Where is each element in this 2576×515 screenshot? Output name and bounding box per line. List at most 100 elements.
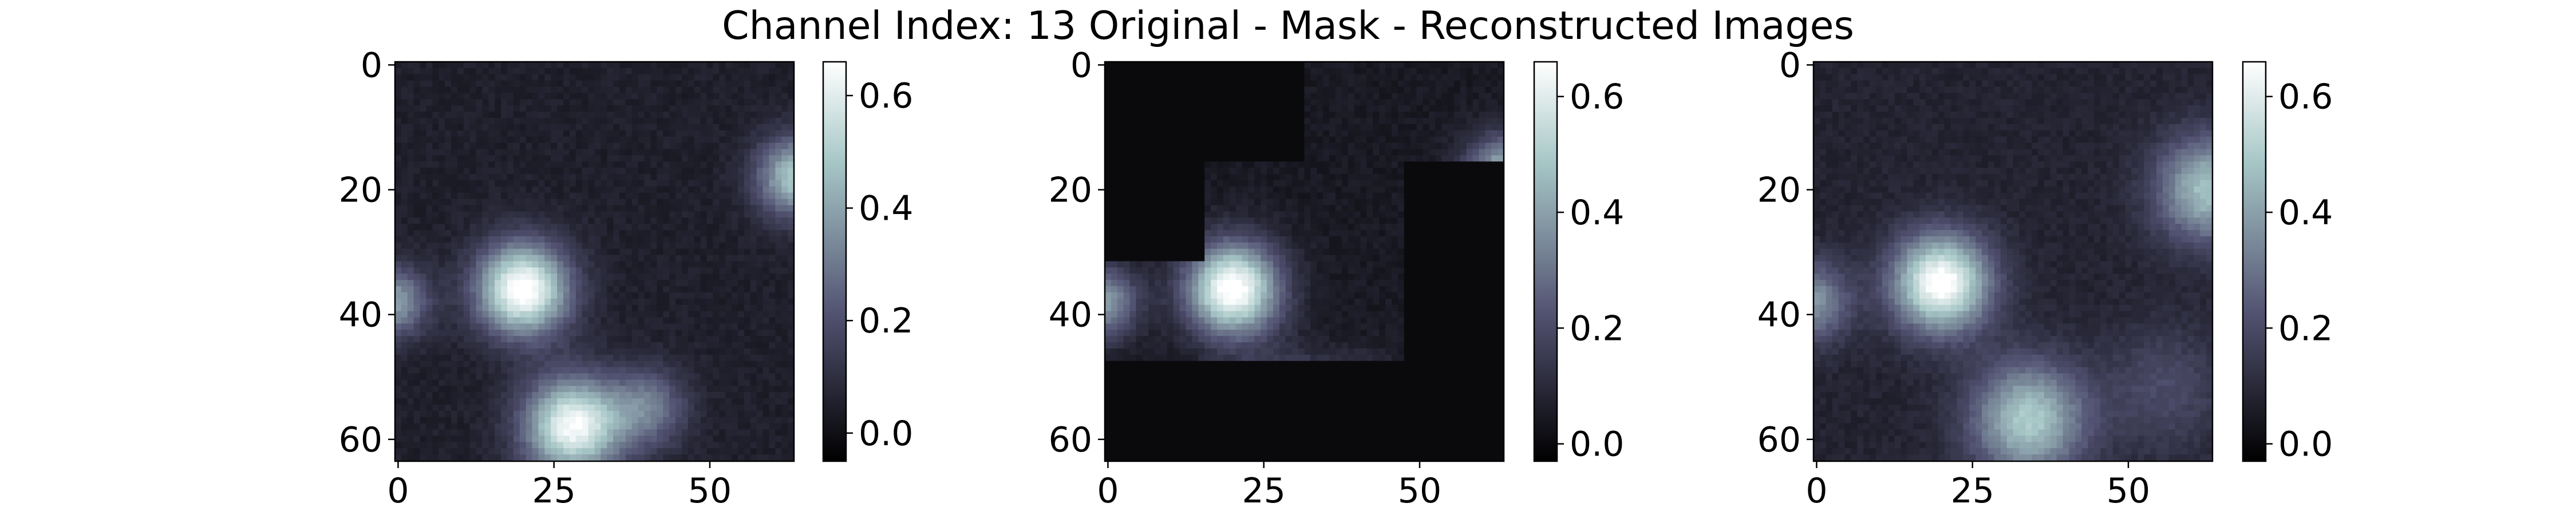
heatmap-cell bbox=[663, 336, 670, 343]
heatmap-cell bbox=[532, 392, 539, 399]
heatmap-cell bbox=[1279, 105, 1286, 112]
heatmap-cell bbox=[438, 342, 445, 349]
heatmap-cell bbox=[1354, 93, 1361, 100]
heatmap-cell bbox=[451, 93, 458, 100]
heatmap-cell bbox=[619, 205, 626, 212]
heatmap-cell bbox=[413, 242, 421, 249]
heatmap-cell bbox=[569, 155, 576, 162]
heatmap-cell bbox=[756, 105, 764, 112]
heatmap-cell bbox=[482, 448, 489, 455]
heatmap-cell bbox=[407, 136, 414, 144]
heatmap-cell bbox=[1317, 112, 1323, 118]
heatmap-cell bbox=[482, 442, 489, 449]
heatmap-cell bbox=[1179, 130, 1187, 137]
heatmap-cell bbox=[420, 404, 427, 411]
heatmap-cell bbox=[694, 180, 701, 187]
heatmap-cell bbox=[681, 155, 689, 162]
heatmap-cell bbox=[507, 74, 514, 81]
heatmap-cell bbox=[513, 74, 520, 81]
heatmap-cell bbox=[495, 342, 501, 349]
heatmap-cell bbox=[401, 118, 408, 125]
heatmap-cell bbox=[700, 392, 708, 399]
heatmap-cell bbox=[1397, 74, 1405, 81]
heatmap-cell bbox=[694, 217, 701, 224]
heatmap-cell bbox=[532, 118, 539, 125]
heatmap-cell bbox=[607, 155, 614, 162]
heatmap-cell bbox=[426, 205, 433, 212]
heatmap-cell bbox=[413, 161, 421, 168]
heatmap-cell bbox=[401, 448, 408, 455]
heatmap-cell bbox=[644, 199, 651, 206]
heatmap-cell bbox=[507, 186, 514, 193]
heatmap-cell bbox=[426, 360, 433, 368]
heatmap-cell bbox=[650, 224, 658, 231]
heatmap-cell bbox=[719, 99, 726, 106]
heatmap-cell bbox=[420, 255, 427, 262]
heatmap-cell bbox=[1391, 118, 1398, 125]
heatmap-cell bbox=[681, 93, 689, 100]
heatmap-cell bbox=[407, 323, 414, 330]
heatmap-cell bbox=[625, 292, 633, 299]
heatmap-cell bbox=[451, 336, 458, 343]
heatmap-cell bbox=[681, 99, 689, 106]
heatmap-cell bbox=[401, 267, 408, 274]
heatmap-cell bbox=[1385, 105, 1392, 112]
heatmap-cell bbox=[1435, 130, 1442, 137]
heatmap-cell bbox=[650, 74, 658, 81]
heatmap-cell bbox=[1472, 80, 1480, 88]
heatmap-cell bbox=[469, 242, 477, 249]
heatmap-cell bbox=[569, 99, 576, 106]
heatmap-cell bbox=[401, 199, 408, 206]
heatmap-cell bbox=[476, 93, 483, 100]
heatmap-cell bbox=[476, 199, 483, 206]
heatmap-cell bbox=[513, 348, 520, 355]
heatmap-cell bbox=[407, 161, 414, 168]
heatmap-cell bbox=[463, 280, 471, 287]
heatmap-cell bbox=[1204, 142, 1211, 150]
heatmap-cell bbox=[519, 192, 527, 200]
heatmap-cell bbox=[681, 435, 689, 442]
heatmap-cell bbox=[488, 336, 495, 343]
heatmap-cell bbox=[526, 274, 533, 280]
heatmap-cell bbox=[507, 124, 514, 131]
heatmap-cell bbox=[1235, 80, 1243, 88]
heatmap-cell bbox=[750, 286, 757, 293]
heatmap-cell bbox=[1254, 68, 1261, 75]
heatmap-cell bbox=[1385, 124, 1392, 131]
heatmap-cell bbox=[688, 149, 695, 156]
heatmap-cell bbox=[1105, 62, 1112, 69]
heatmap-cell bbox=[681, 410, 689, 418]
heatmap-cell bbox=[575, 330, 583, 336]
heatmap-cell bbox=[582, 286, 589, 293]
heatmap-cell bbox=[407, 311, 414, 318]
heatmap-cell bbox=[526, 174, 533, 181]
heatmap-cell bbox=[737, 255, 745, 262]
heatmap-cell bbox=[1261, 62, 1267, 69]
heatmap-cell bbox=[476, 336, 483, 343]
heatmap-cell bbox=[526, 342, 533, 349]
heatmap-cell bbox=[732, 342, 738, 349]
heatmap-cell bbox=[1466, 99, 1473, 106]
heatmap-cell bbox=[401, 136, 408, 144]
heatmap-cell bbox=[732, 224, 738, 231]
heatmap-cell bbox=[1186, 112, 1193, 118]
heatmap-cell bbox=[644, 224, 651, 231]
heatmap-cell bbox=[557, 360, 564, 368]
heatmap-cell bbox=[775, 248, 782, 256]
heatmap-cell bbox=[557, 86, 564, 94]
heatmap-cell bbox=[688, 454, 695, 461]
heatmap-cell bbox=[1429, 124, 1436, 131]
heatmap-cell bbox=[700, 354, 708, 362]
heatmap-cell bbox=[1291, 112, 1299, 118]
heatmap-cell bbox=[588, 342, 595, 349]
heatmap-cell bbox=[507, 242, 514, 249]
heatmap-cell bbox=[638, 360, 645, 368]
heatmap-cell bbox=[1354, 62, 1361, 69]
heatmap-cell bbox=[706, 330, 714, 336]
heatmap-cell bbox=[1373, 105, 1380, 112]
heatmap-cell bbox=[1460, 62, 1467, 69]
heatmap-cell bbox=[713, 360, 720, 368]
heatmap-cell bbox=[501, 336, 508, 343]
heatmap-cell bbox=[613, 448, 620, 455]
heatmap-cell bbox=[1179, 86, 1187, 94]
